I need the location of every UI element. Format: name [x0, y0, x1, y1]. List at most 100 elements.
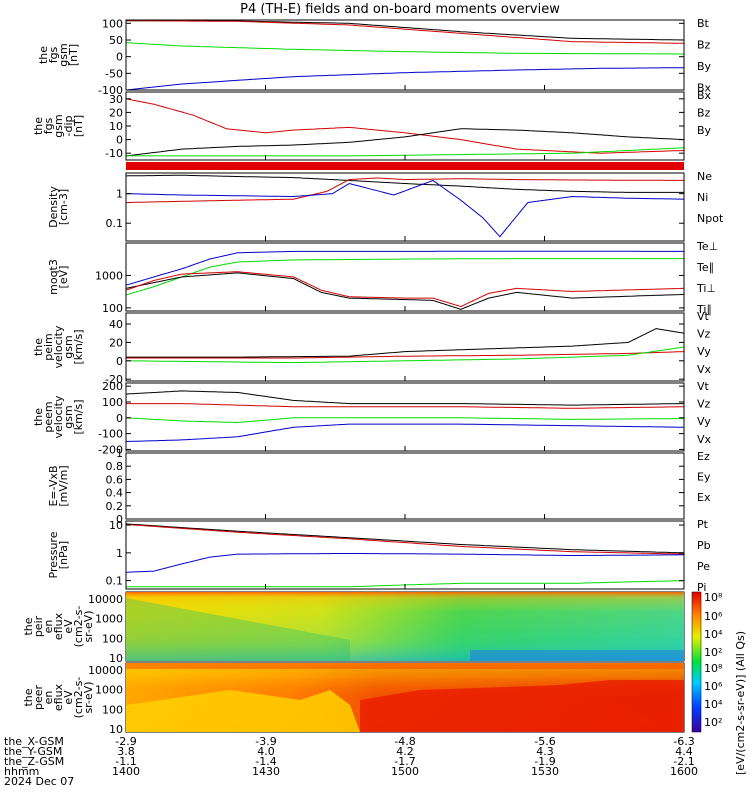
ylabel-line: E=-VxB: [47, 465, 60, 506]
legend-entry: Vy: [697, 345, 711, 358]
ytick-label: -50: [105, 67, 123, 80]
panel-4: 1000 100 moqt3[eV] Te⊥ Te∥ Ti⊥ Ti∥: [47, 240, 718, 316]
ylabel-line: the: [22, 617, 35, 635]
colorbar-tick: 10⁶: [704, 610, 723, 623]
ytick-label: 10: [109, 519, 123, 532]
ytick-label: 0.1: [106, 217, 124, 230]
ytick-label: 0: [116, 412, 123, 425]
series-line: [126, 580, 685, 588]
ytick-label: 0: [116, 513, 123, 526]
xtick-label: 4.4: [675, 745, 693, 758]
ytick-label: 1000: [95, 269, 123, 282]
ytick-label: 0.1: [106, 575, 124, 588]
series-line: [126, 147, 685, 157]
ytick-label: 1: [116, 447, 123, 460]
series-line: [125, 67, 684, 91]
ytick-label: 10: [109, 652, 123, 665]
legend-entry: Ez: [697, 450, 710, 463]
series-line: [125, 177, 684, 204]
series-line: [125, 553, 684, 573]
ylabel-line: gsm: [62, 335, 75, 358]
ytick-label: 0: [116, 51, 123, 64]
panel-frame: [125, 242, 685, 312]
legend-entry: Pb: [697, 539, 711, 552]
xtick-label: 4.2: [396, 745, 414, 758]
xtick-label: -1.9: [534, 755, 555, 768]
colorbar-tick: 10⁸: [704, 591, 723, 604]
xtick-label: -5.6: [534, 735, 555, 748]
series-line: [125, 98, 685, 154]
xtick-label: 1600: [670, 765, 698, 778]
series-line: [125, 174, 684, 193]
legend-entry: By: [697, 124, 712, 137]
ytick-label: 40: [109, 318, 123, 331]
colorbar-tick: 10⁴: [704, 628, 723, 641]
electron-spectrogram: [126, 663, 684, 732]
panel-frame: [125, 19, 685, 91]
xaxis-row-label: the_X-GSM: [4, 735, 64, 748]
ylabel-line: the: [37, 46, 50, 64]
ytick-label: -10: [105, 147, 123, 160]
ytick-label: 10: [109, 723, 123, 736]
ylabel-line: sr-eV): [82, 681, 95, 713]
ytick-label: 100: [102, 703, 123, 716]
ytick-label: 100: [102, 396, 123, 409]
ylabel-line: (cm2-s-: [72, 606, 85, 648]
panel-8: 10 1 0.1 Pressure[nPa] Pt Pb Pe Pi: [47, 518, 711, 594]
colorbar-tick: 10⁸: [704, 662, 723, 675]
ytick-label: 200: [102, 380, 123, 393]
ylabel-line: the: [32, 117, 45, 135]
ytick-label: 100: [102, 302, 123, 315]
ylabel-line: [km/s]: [72, 399, 85, 434]
ylabel-line: [km/s]: [72, 329, 85, 364]
legend-entry: Vz: [697, 328, 711, 341]
legend-entry: Te∥: [696, 261, 714, 274]
ytick-label: 0: [116, 355, 123, 368]
ytick-label: 0.8: [106, 460, 124, 473]
series-line: [125, 128, 685, 157]
xtick-label: -1.1: [115, 755, 136, 768]
xtick-label: -1.7: [394, 755, 415, 768]
panel-frame: [125, 312, 685, 382]
ylabel-line: [eV]: [57, 266, 70, 289]
xtick-label: 4.0: [257, 745, 275, 758]
legend-entry: Bz: [697, 39, 711, 52]
panel-frame: [125, 452, 685, 520]
red-indicator-bar: [126, 162, 684, 170]
panel-frame: [125, 382, 685, 452]
xtick-label: -3.9: [255, 735, 276, 748]
series-line: [125, 42, 684, 55]
xtick-label: 1530: [531, 765, 559, 778]
ylabel-line: the: [22, 688, 35, 706]
ylabel-line: fgs: [42, 117, 55, 134]
xtick-label: 1430: [252, 765, 280, 778]
ytick-label: -20: [105, 373, 123, 386]
series-line: [126, 20, 685, 41]
series-line: [125, 271, 685, 308]
series-line: [126, 328, 685, 358]
panel-3: 1 0.1 Density[cm-3] Ne Ni Npot: [47, 170, 724, 242]
ytick-label: 10000: [88, 664, 123, 677]
ylabel-line: eV: [62, 619, 75, 634]
x-axis: the_X-GSM the_Y-GSM the_Z-GSM hhmm 2024 …: [4, 735, 698, 788]
ytick-label: -100: [98, 84, 123, 97]
xtick-label: 4.3: [536, 745, 554, 758]
ytick-label: 10000: [88, 593, 123, 606]
legend-entry: Vt: [697, 310, 710, 323]
ytick-label: 20: [109, 336, 123, 349]
ytick-label: -200: [98, 443, 123, 456]
legend-entry: By: [697, 60, 712, 73]
ytick-label: 0: [116, 134, 123, 147]
colorbar-label: [eV/(cm2-s-sr-eV)] (All Qs): [734, 631, 747, 775]
ytick-label: 1000: [95, 684, 123, 697]
legend-entry: Vt: [697, 380, 710, 393]
ylabel-line: [cm-3]: [57, 189, 70, 225]
series-line: [125, 250, 684, 286]
ylabel-line: the: [32, 408, 45, 426]
legend-entry: Pi: [697, 581, 706, 594]
xtick-label: 3.8: [117, 745, 135, 758]
ylabel-line: sr-eV): [82, 610, 95, 642]
xtick-label: -6.3: [673, 735, 694, 748]
